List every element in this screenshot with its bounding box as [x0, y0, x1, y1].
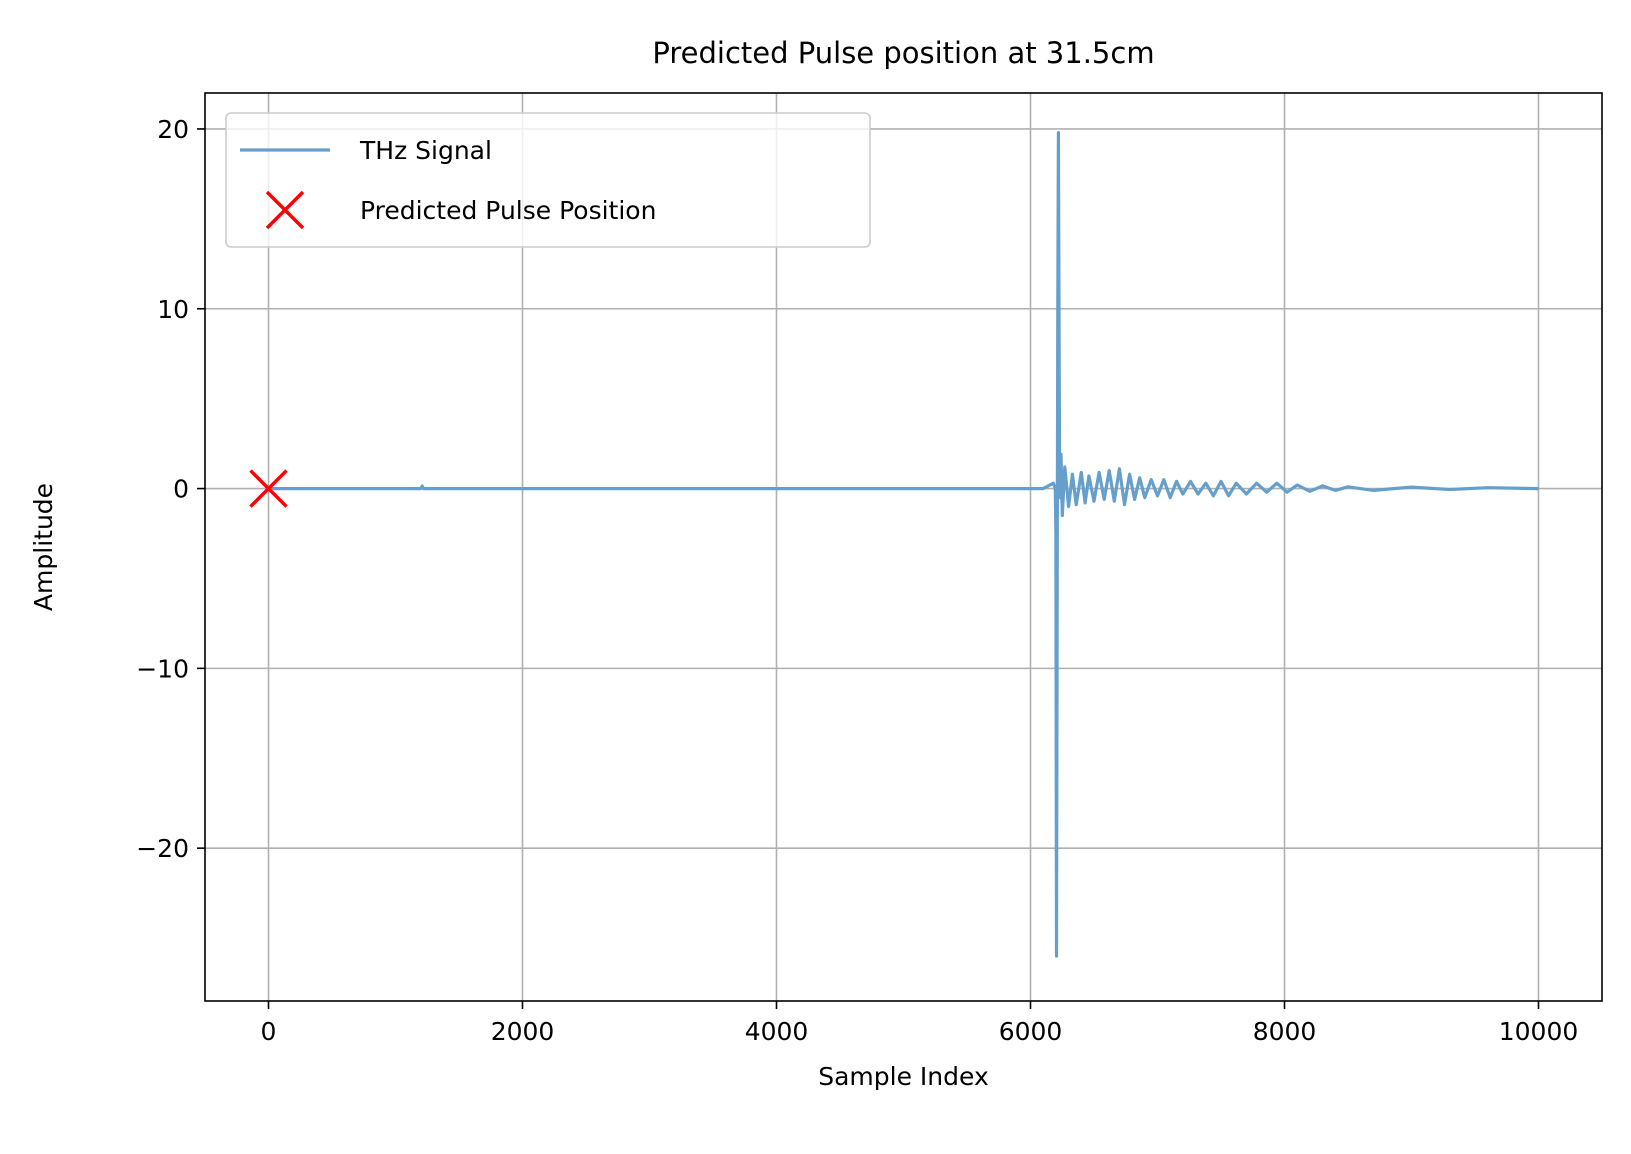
legend-entry-label: THz Signal	[359, 136, 492, 165]
x-tick-label: 8000	[1253, 1017, 1317, 1046]
x-tick-label: 2000	[491, 1017, 555, 1046]
y-axis-label: Amplitude	[29, 483, 58, 611]
y-tick-label: −20	[136, 834, 189, 863]
pulse-marker-stroke	[249, 469, 288, 508]
legend-marker-swatch	[265, 190, 305, 230]
plot-area	[249, 131, 1539, 958]
legend-box	[225, 112, 871, 248]
y-tick-label: −10	[136, 654, 189, 683]
x-tick-label: 6000	[999, 1017, 1063, 1046]
x-tick-label: 0	[261, 1017, 277, 1046]
y-tick-label: 10	[157, 295, 189, 324]
axes-frame	[204, 92, 1603, 1002]
chart-title: Predicted Pulse position at 31.5cm	[652, 36, 1154, 70]
x-tick-label: 10000	[1499, 1017, 1579, 1046]
legend: THz Signal Predicted Pulse Position	[225, 112, 871, 248]
y-axis: −20 −10 0 10 20	[136, 115, 205, 863]
x-tick-label: 4000	[745, 1017, 809, 1046]
x-axis-label: Sample Index	[818, 1062, 989, 1091]
legend-entry-label: Predicted Pulse Position	[360, 196, 656, 225]
y-tick-label: 20	[157, 115, 189, 144]
pulse-marker	[249, 469, 288, 508]
signal-line	[268, 131, 1539, 958]
x-axis: 0 2000 4000 6000 8000 10000	[261, 1001, 1579, 1046]
y-tick-label: 0	[173, 475, 189, 504]
